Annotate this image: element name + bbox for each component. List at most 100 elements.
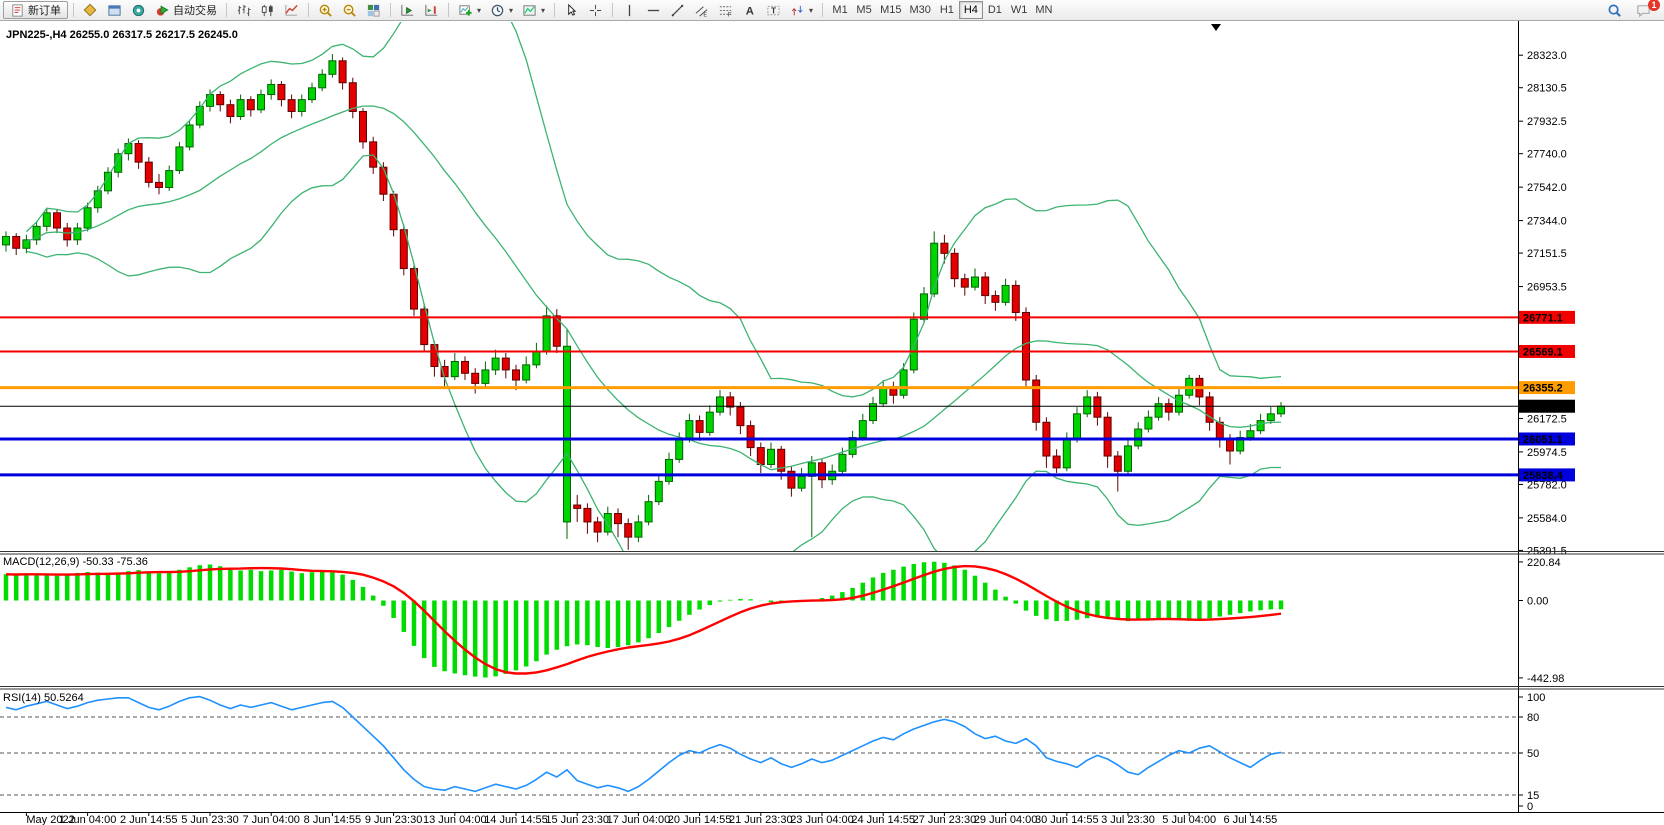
periods-button[interactable]: ▾: [486, 1, 517, 19]
date-tick-label: 23 Jun 04:00: [790, 814, 854, 825]
timeframe-m1-button[interactable]: M1: [828, 1, 852, 19]
candle-chart-button[interactable]: [256, 1, 279, 19]
price-badge: [1519, 468, 1575, 482]
price-tick-label: 25782.0: [1527, 479, 1567, 491]
periods-icon: [490, 3, 505, 18]
line-chart-icon: [284, 3, 299, 18]
macd-tick-label: 220.84: [1527, 557, 1561, 569]
equidistant-channel-button[interactable]: E: [690, 1, 713, 19]
macd-signal-line: [5, 564, 1282, 675]
terminal-button[interactable]: [103, 1, 126, 19]
price-tick-label: 26172.5: [1527, 413, 1567, 425]
new-order-button[interactable]: 新订单: [3, 1, 68, 19]
zoom-in-icon: [318, 3, 333, 18]
market-watch-icon: [83, 3, 98, 18]
fibonacci-button[interactable]: F: [714, 1, 737, 19]
vertical-line-button[interactable]: [618, 1, 641, 19]
price-tick-label: 27344.0: [1527, 216, 1567, 228]
date-tick-label: 29 Jun 04:00: [974, 814, 1038, 825]
macd-indicator-label: MACD(12,26,9) -50.33 -75.36: [3, 556, 148, 568]
zoom-in-button[interactable]: [314, 1, 337, 19]
timeframe-mn-button[interactable]: MN: [1031, 1, 1056, 19]
new-order-icon: [10, 3, 25, 18]
toolbar-separator: [226, 3, 227, 17]
bar-chart-button[interactable]: [232, 1, 255, 19]
chevron-down-icon: ▾: [541, 5, 546, 15]
indicators-button[interactable]: ▾: [454, 1, 485, 19]
bollinger-middle-band: [26, 105, 1282, 471]
timeframe-m5-button[interactable]: M5: [852, 1, 876, 19]
zoom-out-icon: [342, 3, 357, 18]
templates-icon: [522, 3, 537, 18]
price-tick-label: 26953.5: [1527, 282, 1567, 294]
auto-scroll-button[interactable]: [396, 1, 419, 19]
macd-tick-label: 0.00: [1527, 596, 1548, 608]
date-tick-label: 13 Jun 04:00: [423, 814, 487, 825]
price-badge: [1519, 344, 1575, 358]
date-tick-label: 9 Jun 23:30: [365, 814, 423, 825]
price-tick-label: 27151.5: [1527, 248, 1567, 260]
price-badge-label: 26569.1: [1523, 346, 1563, 358]
price-badge-label: 26051.1: [1523, 434, 1563, 446]
date-tick-label: 8 Jun 14:55: [304, 814, 362, 825]
timeframe-w1-button[interactable]: W1: [1007, 1, 1032, 19]
arrows-button[interactable]: ▾: [786, 1, 817, 19]
line-chart-button[interactable]: [280, 1, 303, 19]
chevron-down-icon: ▾: [809, 5, 814, 15]
symbol-search-button[interactable]: [1603, 1, 1626, 19]
cursor-button[interactable]: [560, 1, 583, 19]
timeframe-h1-button[interactable]: H1: [935, 1, 959, 19]
price-tick-label: 27740.0: [1527, 149, 1567, 161]
price-badge-label: 26245.0: [1523, 401, 1563, 413]
rsi-tick-label: 0: [1527, 801, 1533, 813]
trend-line-button[interactable]: [666, 1, 689, 19]
date-tick-label: 27 Jun 23:30: [913, 814, 977, 825]
price-badge: [1519, 432, 1575, 446]
timeframe-h4-button[interactable]: H4: [958, 1, 983, 19]
date-tick-label: 21 Jun 23:30: [729, 814, 793, 825]
rsi-tick-label: 100: [1527, 692, 1545, 704]
toolbar-separator: [612, 3, 614, 17]
auto-trading-icon: [155, 3, 170, 18]
templates-button[interactable]: ▾: [518, 1, 549, 19]
auto-scroll-icon: [400, 3, 415, 18]
price-badge-label: 26355.2: [1523, 383, 1563, 395]
horizontal-line-button[interactable]: [642, 1, 665, 19]
date-tick-label: 6 Jul 14:55: [1223, 814, 1277, 825]
zoom-out-button[interactable]: [338, 1, 361, 19]
bar-chart-icon: [236, 3, 251, 18]
macd-panel: [3, 561, 1284, 678]
text-button[interactable]: A: [738, 1, 761, 19]
market-watch-button[interactable]: [79, 1, 102, 19]
tile-windows-button[interactable]: [362, 1, 385, 19]
auto-trading-label: 自动交易: [173, 5, 217, 17]
timeframe-m15-button[interactable]: M15: [876, 1, 905, 19]
bollinger-upper-band: [25, 22, 1282, 398]
crosshair-button[interactable]: [584, 1, 607, 19]
price-badge-label: 25838.4: [1523, 470, 1564, 482]
macd-tick-label: -442.98: [1527, 673, 1564, 685]
date-tick-label: 30 Jun 14:55: [1035, 814, 1099, 825]
rsi-tick-label: 50: [1527, 748, 1539, 760]
timeframe-d1-button[interactable]: D1: [983, 1, 1007, 19]
timeframe-m30-button[interactable]: M30: [905, 1, 934, 19]
text-label-button[interactable]: T: [762, 1, 785, 19]
vertical-line-icon: [622, 3, 637, 18]
date-tick-label: 5 Jul 04:00: [1162, 814, 1216, 825]
chart-shift-marker-icon[interactable]: [1211, 24, 1221, 31]
text-label-icon: T: [766, 3, 781, 18]
notifications-button[interactable]: 1: [1632, 0, 1660, 19]
svg-text:E: E: [703, 12, 707, 17]
price-tick-label: 27542.0: [1527, 182, 1567, 194]
price-tick-label: 25974.5: [1527, 447, 1567, 459]
signal-button[interactable]: [127, 1, 150, 19]
chart-canvas[interactable]: 26771.1 26569.1 26355.2 26245.0 26051.1 25838…: [0, 21, 1664, 825]
chevron-down-icon: ▾: [477, 5, 482, 15]
chart-shift-button[interactable]: [420, 1, 443, 19]
date-tick-label: 7 Jun 04:00: [242, 814, 300, 825]
auto-trading-button[interactable]: 自动交易: [151, 1, 221, 19]
trend-line-icon: [670, 3, 685, 18]
macd-axis: 220.84 0.00 -442.98: [1518, 557, 1564, 685]
tile-windows-icon: [366, 3, 381, 18]
